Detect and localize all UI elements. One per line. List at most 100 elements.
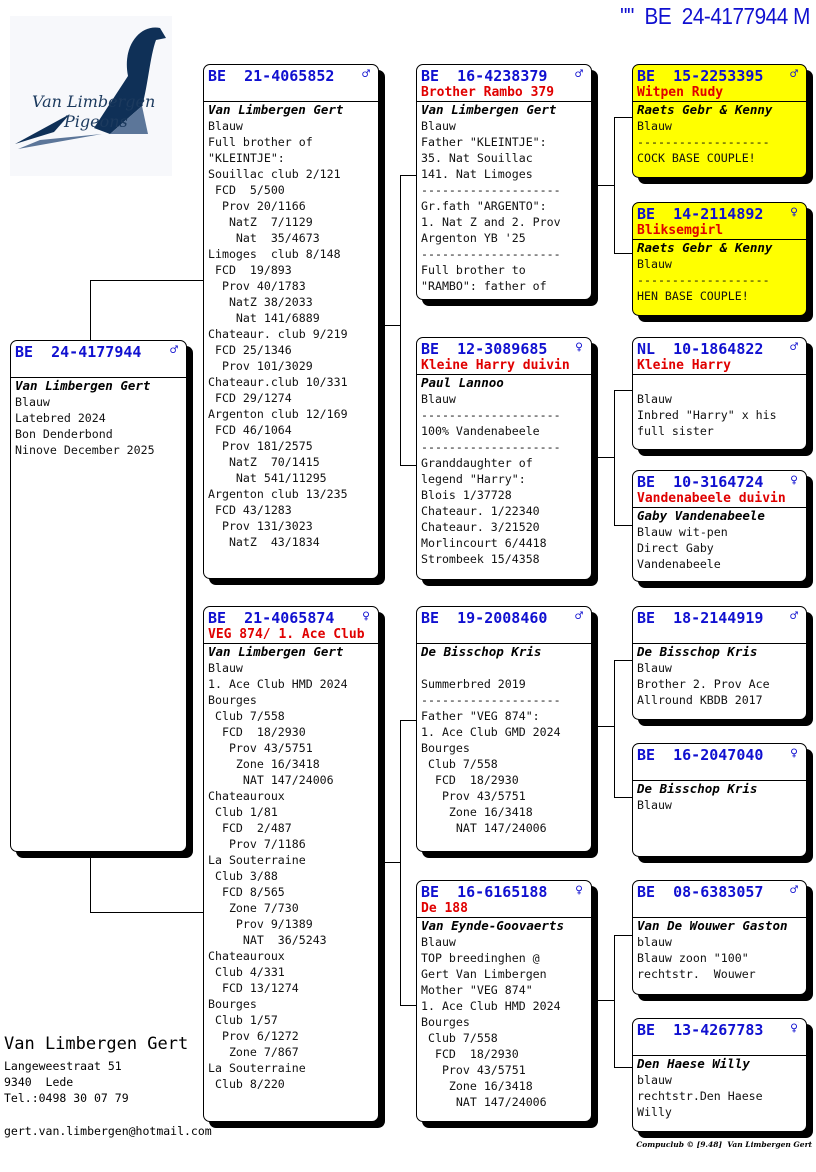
card-line: Ninove December 2025 bbox=[15, 443, 155, 457]
card-line: Zone 16/3418 bbox=[421, 1079, 533, 1093]
card-line: rechtstr. Wouwer bbox=[637, 967, 756, 981]
card-line: Brother 2. Prov Ace bbox=[637, 677, 770, 691]
card-line: FCD 18/2930 bbox=[208, 725, 306, 739]
card-body: Gaby Vandenabeele Blauw wit-pen Direct Gab… bbox=[633, 508, 806, 572]
card-line: HEN BASE COUPLE! bbox=[637, 289, 749, 303]
pigeon-card-ff-mother[interactable]: BE 14-2114892 ♀ Bliksemgirl Raets Gebr & Ke… bbox=[632, 202, 807, 316]
card-header: BE 24-4177944 ♂ bbox=[11, 341, 186, 378]
ring-number: BE 15-2253395 bbox=[637, 65, 802, 85]
connector-line bbox=[377, 325, 400, 326]
pigeon-card-mother-father[interactable]: BE 19-2008460 ♂ De Bisschop Kris Summerbred… bbox=[416, 606, 592, 852]
card-line: Bourges bbox=[421, 741, 470, 755]
ring-country: BE bbox=[15, 343, 34, 361]
female-icon: ♀ bbox=[790, 473, 798, 488]
ring-code: 15-2253395 bbox=[673, 67, 764, 85]
card-line: Prov 20/1166 bbox=[208, 199, 306, 213]
female-icon: ♀ bbox=[575, 883, 583, 898]
card-body: Van Limbergen Gert Blauw 1. Ace Club HMD 2… bbox=[204, 644, 378, 1092]
card-line: Nat 541/11295 bbox=[208, 471, 327, 485]
card-line: 141. Nat Limoges bbox=[421, 167, 533, 181]
card-line: Mother "VEG 874" bbox=[421, 983, 533, 997]
card-header: BE 14-2114892 ♀ Bliksemgirl bbox=[633, 203, 806, 240]
ring-code: 08-6383057 bbox=[673, 883, 764, 901]
card-line: Gert Van Limbergen bbox=[421, 967, 547, 981]
card-line: Gr.fath "ARGENTO": bbox=[421, 199, 547, 213]
ring-number: BE 19-2008460 bbox=[421, 607, 587, 627]
card-line: TOP breedinghen @ bbox=[421, 951, 540, 965]
card-body: Van Eynde-Goovaerts Blauw TOP breedinghen … bbox=[417, 918, 591, 1110]
pigeon-name: De 188 bbox=[421, 901, 468, 916]
card-line: NAT 36/5243 bbox=[208, 933, 327, 947]
card-line: FCD 18/2930 bbox=[421, 1047, 519, 1061]
connector-line bbox=[614, 525, 632, 526]
card-line: Chateaur. 3/21520 bbox=[421, 520, 540, 534]
card-line: -------------------- bbox=[421, 183, 561, 197]
pigeon-card-father[interactable]: BE 21-4065852 ♂ Van Limbergen Gert Blauw Ful… bbox=[203, 64, 379, 579]
card-line: La Souterraine bbox=[208, 853, 306, 867]
ring-country: BE bbox=[208, 67, 227, 85]
card-line: 35. Nat Souillac bbox=[421, 151, 533, 165]
pigeon-card-father-father[interactable]: BE 16-4238379 ♂ Brother Rambo 379 Van Limbe… bbox=[416, 64, 592, 300]
card-body: Paul Lannoo Blauw -------------------- 100%… bbox=[417, 375, 591, 567]
card-line: Prov 43/5751 bbox=[208, 741, 313, 755]
card-line: NAT 147/24006 bbox=[208, 773, 334, 787]
pigeon-card-father-mother[interactable]: BE 12-3089685 ♀ Kleine Harry duivin Paul La… bbox=[416, 337, 592, 580]
card-line: Blauw zoon "100" bbox=[637, 951, 749, 965]
card-line: Blauw bbox=[637, 119, 672, 133]
card-line: Bourges bbox=[421, 1015, 470, 1029]
card-body: Den Haese Willy blauw rechtstr.Den Haese Wi… bbox=[633, 1056, 806, 1120]
card-line: Club 7/558 bbox=[421, 1031, 498, 1045]
card-line: 1. Ace Club HMD 2024 bbox=[421, 999, 561, 1013]
card-line: Club 1/81 bbox=[208, 805, 278, 819]
connector-line bbox=[614, 935, 615, 1068]
card-line: Bon Denderbond bbox=[15, 427, 113, 441]
card-line: Chateaur. 1/22340 bbox=[421, 504, 540, 518]
ring-code: 10-1864822 bbox=[673, 340, 764, 358]
card-line: Inbred "Harry" x his bbox=[637, 408, 777, 422]
card-line: Vandenabeele bbox=[637, 557, 721, 571]
pigeon-card-mm-mother[interactable]: BE 13-4267783 ♀ Den Haese Willy blauw rechts… bbox=[632, 1018, 807, 1132]
pigeon-card-mother-mother[interactable]: BE 16-6165188 ♀ De 188 Van Eynde-Goovaerts B… bbox=[416, 880, 592, 1122]
card-line: Chateauroux bbox=[208, 949, 285, 963]
pigeon-card-ff-father[interactable]: BE 15-2253395 ♂ Witpen Rudy Raets Gebr & Ke… bbox=[632, 64, 807, 178]
card-line: Prov 131/3023 bbox=[208, 519, 313, 533]
card-line: NAT 147/24006 bbox=[421, 821, 547, 835]
female-icon: ♀ bbox=[790, 205, 798, 220]
card-body: Van Limbergen Gert Blauw Father "KLEINTJE"… bbox=[417, 102, 591, 294]
male-icon: ♂ bbox=[575, 67, 583, 82]
card-line: Argenton club 13/235 bbox=[208, 487, 348, 501]
connector-line bbox=[590, 185, 614, 186]
pigeon-card-mm-father[interactable]: BE 08-6383057 ♂ Van De Wouwer Gaston blauw B… bbox=[632, 880, 807, 995]
connector-line bbox=[90, 280, 203, 281]
male-icon: ♂ bbox=[790, 883, 798, 898]
male-icon: ♂ bbox=[575, 609, 583, 624]
connector-line bbox=[614, 390, 632, 391]
ring-country: BE bbox=[637, 883, 656, 901]
pigeon-card-mf-father[interactable]: BE 18-2144919 ♂ De Bisschop Kris Blauw Broth… bbox=[632, 606, 807, 720]
ring-number: BE 12-3089685 bbox=[421, 338, 587, 358]
card-line: Nat 141/6889 bbox=[208, 311, 320, 325]
card-body: De Bisschop Kris Blauw Brother 2. Prov Ace… bbox=[633, 644, 806, 708]
owner-name: Van Limbergen Gert bbox=[208, 102, 344, 117]
ring-country: BE bbox=[208, 609, 227, 627]
owner-name: Van Limbergen Gert bbox=[421, 102, 557, 117]
card-line: Zone 7/867 bbox=[208, 1045, 299, 1059]
card-header: NL 10-1864822 ♂ Kleine Harry bbox=[633, 338, 806, 375]
ring-code: 10-3164724 bbox=[673, 473, 764, 491]
card-line: Blauw bbox=[15, 395, 50, 409]
owner-name: Van Limbergen Gert bbox=[15, 378, 151, 393]
ring-country: BE bbox=[637, 609, 656, 627]
pigeon-card-subject[interactable]: BE 24-4177944 ♂ Van Limbergen Gert Blauw Lat… bbox=[10, 340, 187, 852]
card-line: COCK BASE COUPLE! bbox=[637, 151, 756, 165]
pigeon-card-fm-father[interactable]: NL 10-1864822 ♂ Kleine Harry Blauw Inbred "H… bbox=[632, 337, 807, 450]
ring-number: BE 16-2047040 bbox=[637, 744, 802, 764]
card-line: Father "KLEINTJE": bbox=[421, 135, 547, 149]
pigeon-card-mother[interactable]: BE 21-4065874 ♀ VEG 874/ 1. Ace Club Van Li… bbox=[203, 606, 379, 1122]
pigeon-card-fm-mother[interactable]: BE 10-3164724 ♀ Vandenabeele duivin Gaby Va… bbox=[632, 470, 807, 582]
card-body: Blauw Inbred "Harry" x his full sister bbox=[633, 375, 806, 439]
male-icon: ♂ bbox=[790, 609, 798, 624]
card-line: La Souterraine bbox=[208, 1061, 306, 1075]
pedigree-title: "" BE 24-4177944 M bbox=[620, 3, 810, 29]
ring-country: BE bbox=[421, 609, 440, 627]
pigeon-card-mf-mother[interactable]: BE 16-2047040 ♀ De Bisschop Kris Blauw bbox=[632, 743, 807, 857]
